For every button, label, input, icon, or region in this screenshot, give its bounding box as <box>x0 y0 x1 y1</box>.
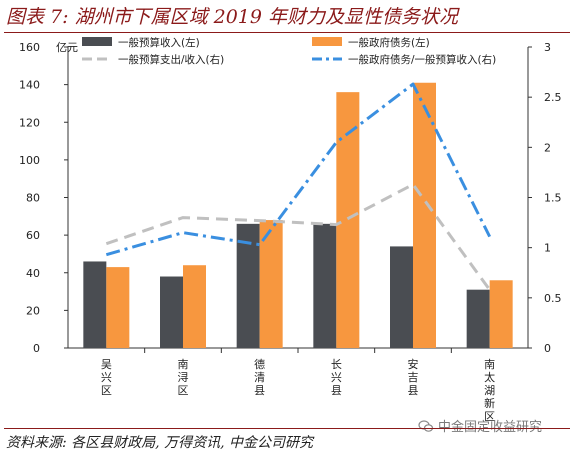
wechat-icon <box>418 419 434 432</box>
right-tick-label: 2 <box>544 141 551 154</box>
x-tick-label: 太 <box>484 371 495 384</box>
watermark: 中金固定收益研究 <box>418 416 542 435</box>
x-tick-label: 新 <box>484 396 495 410</box>
bar-revenue <box>390 246 413 348</box>
x-tick-label: 德 <box>254 357 265 371</box>
line-debt-ratio <box>105 82 492 257</box>
legend-item-expend-ratio: 一般预算支出/收入(右) <box>82 53 224 66</box>
chart-legend: 一般预算收入(左) 一般政府债务(左) 一般预算支出/收入(右) 一般政府债务/一般预… <box>82 36 496 66</box>
legend-swatch <box>312 37 342 46</box>
bar-revenue <box>236 223 260 348</box>
source-note: 资料来源: 各区县财政局, 万得资讯, 中金公司研究 <box>6 435 313 451</box>
legend-swatch <box>82 37 112 46</box>
left-tick-label: 140 <box>19 79 40 92</box>
x-tick-label: 长 <box>331 358 342 371</box>
left-tick-label: 120 <box>19 116 40 129</box>
x-tick-label: 县 <box>331 384 342 397</box>
right-tick-label: 0 <box>544 342 551 355</box>
x-tick-label: 清 <box>254 371 265 384</box>
right-tick-label: 1 <box>544 242 551 255</box>
chart-bars <box>83 82 513 349</box>
bar-debt <box>183 265 206 348</box>
line-expend-ratio <box>105 182 491 291</box>
source-rule <box>4 428 570 429</box>
x-tick-label: 吉 <box>408 371 419 384</box>
left-axis-unit: 亿元 <box>56 41 78 54</box>
legend-item-debt: 一般政府债务(左) <box>312 36 430 49</box>
x-tick-label: 安 <box>408 357 419 371</box>
x-tick-label: 浔 <box>178 371 189 384</box>
legend-item-revenue: 一般预算收入(左) <box>82 36 200 49</box>
legend-label: 一般政府债务(左) <box>348 36 430 49</box>
x-tick-label: 兴 <box>101 371 112 384</box>
x-tick-label: 区 <box>178 384 189 397</box>
right-tick-label: 1.5 <box>544 192 562 205</box>
x-tick-label: 县 <box>254 384 265 397</box>
x-tick-label: 县 <box>408 384 419 397</box>
bar-revenue <box>466 289 490 348</box>
bar-debt <box>489 280 513 348</box>
x-tick-label: 区 <box>101 384 112 397</box>
watermark-text: 中金固定收益研究 <box>438 420 543 435</box>
legend-label: 一般预算支出/收入(右) <box>118 53 224 66</box>
figure-title: 图表 7: 湖州市下属区域 2019 年财力及显性债务状况 <box>6 6 459 28</box>
legend-label: 一般预算收入(左) <box>118 36 200 49</box>
left-tick-label: 80 <box>26 192 40 205</box>
bar-debt <box>106 267 130 348</box>
left-tick-label: 100 <box>19 154 40 167</box>
bar-revenue <box>83 261 107 348</box>
bar-debt <box>336 92 360 349</box>
x-tick-label: 兴 <box>331 371 342 384</box>
x-tick-label: 南 <box>484 358 495 371</box>
x-tick-label: 吴 <box>101 358 112 371</box>
right-tick-label: 2.5 <box>544 91 562 104</box>
x-tick-label: 湖 <box>484 384 495 397</box>
bar-debt <box>413 82 436 349</box>
left-tick-label: 0 <box>33 342 40 355</box>
legend-label: 一般政府债务/一般预算收入(右) <box>348 53 496 66</box>
left-tick-label: 60 <box>26 229 40 242</box>
right-tick-label: 0.5 <box>544 292 562 305</box>
left-tick-label: 20 <box>26 304 40 317</box>
chart-lines <box>105 82 492 291</box>
x-tick-label: 区 <box>484 410 495 423</box>
bar-revenue <box>160 276 183 348</box>
legend-item-debt-ratio: 一般政府债务/一般预算收入(右) <box>312 53 496 66</box>
left-tick-label: 160 <box>19 41 40 54</box>
x-tick-label: 南 <box>178 358 189 371</box>
right-tick-label: 3 <box>544 41 551 54</box>
title-rule <box>4 32 570 33</box>
bar-debt <box>259 220 283 348</box>
left-tick-label: 40 <box>26 267 40 280</box>
bar-revenue <box>313 223 337 348</box>
